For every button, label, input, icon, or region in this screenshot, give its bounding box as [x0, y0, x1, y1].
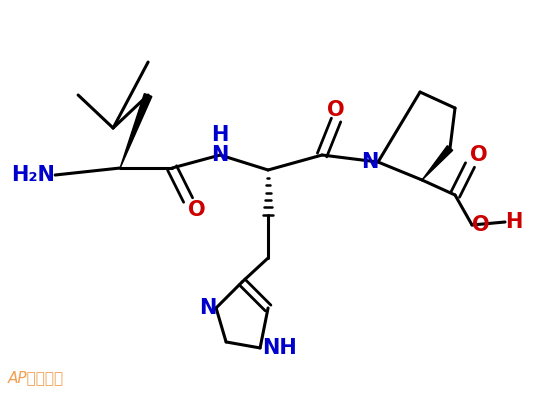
Text: NH: NH [262, 338, 297, 358]
Text: O: O [470, 145, 488, 165]
Polygon shape [422, 146, 453, 180]
Text: N: N [199, 298, 216, 318]
Text: O: O [327, 100, 345, 120]
Text: N: N [211, 145, 229, 165]
Text: H₂N: H₂N [11, 165, 55, 185]
Text: N: N [361, 152, 378, 172]
Text: AP专肽生物: AP专肽生物 [8, 370, 64, 385]
Polygon shape [120, 94, 152, 168]
Text: O: O [472, 215, 490, 235]
Text: H: H [211, 125, 229, 145]
Text: O: O [188, 200, 206, 220]
Text: H: H [505, 212, 522, 232]
